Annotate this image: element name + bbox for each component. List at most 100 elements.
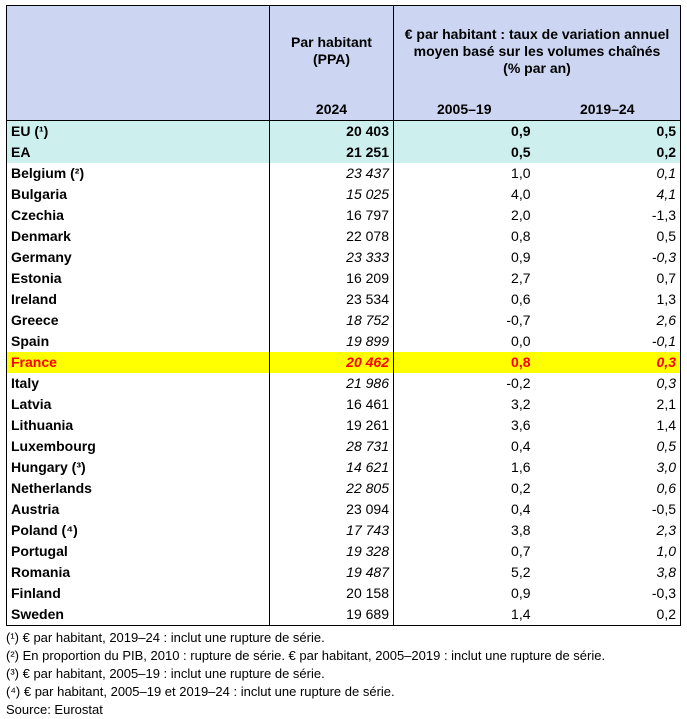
footnotes: (¹) € par habitant, 2019–24 : inclut une… xyxy=(6,629,680,719)
country-cell: Sweden xyxy=(6,604,270,626)
header-pps-title: Par habitant (PPA) xyxy=(269,5,394,98)
pps-2024-cell: 15 025 xyxy=(269,184,394,205)
country-cell: Netherlands xyxy=(6,478,270,499)
growth-2005-19-cell: 1,6 xyxy=(393,457,535,478)
growth-2005-19-cell: 0,8 xyxy=(393,226,535,247)
growth-2019-24-cell: 3,0 xyxy=(534,457,681,478)
growth-2005-19-cell: 4,0 xyxy=(393,184,535,205)
country-cell: Romania xyxy=(6,562,270,583)
country-cell: Spain xyxy=(6,331,270,352)
table-row: Netherlands 22 805 0,2 0,6 xyxy=(6,478,681,499)
growth-2005-19-cell: 1,4 xyxy=(393,604,535,626)
footnote-1: (¹) € par habitant, 2019–24 : inclut une… xyxy=(6,630,325,645)
table-row: Sweden 19 689 1,4 0,2 xyxy=(6,604,681,626)
table-row: Finland 20 158 0,9 -0,3 xyxy=(6,583,681,604)
growth-2019-24-cell: 2,3 xyxy=(534,520,681,541)
growth-2005-19-cell: 0,7 xyxy=(393,541,535,562)
table-container: Par habitant (PPA) € par habitant : taux… xyxy=(6,5,681,719)
growth-2005-19-cell: 0,6 xyxy=(393,289,535,310)
header-year-2024: 2024 xyxy=(269,98,394,121)
table-row: Czechia 16 797 2,0 -1,3 xyxy=(6,205,681,226)
growth-2019-24-cell: 0,2 xyxy=(534,142,681,163)
table-row: Luxembourg 28 731 0,4 0,5 xyxy=(6,436,681,457)
country-cell: France xyxy=(6,352,270,373)
pps-2024-cell: 19 261 xyxy=(269,415,394,436)
growth-2019-24-cell: -1,3 xyxy=(534,205,681,226)
table-body: EU (¹) 20 403 0,9 0,5 EA 21 251 0,5 0,2 Belgium … xyxy=(6,120,681,626)
table-row: Hungary (³) 14 621 1,6 3,0 xyxy=(6,457,681,478)
table-row: Latvia 16 461 3,2 2,1 xyxy=(6,394,681,415)
growth-2019-24-cell: 0,7 xyxy=(534,268,681,289)
country-cell: EU (¹) xyxy=(6,120,270,142)
country-cell: Italy xyxy=(6,373,270,394)
growth-2019-24-cell: -0,1 xyxy=(534,331,681,352)
table-row: Lithuania 19 261 3,6 1,4 xyxy=(6,415,681,436)
growth-title-text: € par habitant : taux de variation annue… xyxy=(404,25,670,76)
growth-2019-24-cell: 0,6 xyxy=(534,478,681,499)
pps-2024-cell: 21 986 xyxy=(269,373,394,394)
country-cell: Estonia xyxy=(6,268,270,289)
pps-2024-cell: 20 158 xyxy=(269,583,394,604)
pps-2024-cell: 23 333 xyxy=(269,247,394,268)
pps-2024-cell: 22 805 xyxy=(269,478,394,499)
pps-2024-cell: 16 209 xyxy=(269,268,394,289)
country-cell: Austria xyxy=(6,499,270,520)
growth-2005-19-cell: 1,0 xyxy=(393,163,535,184)
table-row: Estonia 16 209 2,7 0,7 xyxy=(6,268,681,289)
growth-2019-24-cell: 0,3 xyxy=(534,373,681,394)
pps-2024-cell: 19 487 xyxy=(269,562,394,583)
country-cell: EA xyxy=(6,142,270,163)
growth-2019-24-cell: 0,2 xyxy=(534,604,681,626)
pps-2024-cell: 18 752 xyxy=(269,310,394,331)
country-cell: Denmark xyxy=(6,226,270,247)
growth-2019-24-cell: 1,4 xyxy=(534,415,681,436)
country-cell: Lithuania xyxy=(6,415,270,436)
pps-2024-cell: 28 731 xyxy=(269,436,394,457)
growth-2019-24-cell: -0,3 xyxy=(534,583,681,604)
table-header: Par habitant (PPA) € par habitant : taux… xyxy=(6,5,681,121)
growth-2019-24-cell: 0,5 xyxy=(534,226,681,247)
growth-2005-19-cell: 2,7 xyxy=(393,268,535,289)
growth-2005-19-cell: 2,0 xyxy=(393,205,535,226)
growth-2019-24-cell: 2,1 xyxy=(534,394,681,415)
growth-2005-19-cell: -0,2 xyxy=(393,373,535,394)
footnote-2: (²) En proportion du PIB, 2010 : rupture… xyxy=(6,648,606,663)
table-row: Greece 18 752 -0,7 2,6 xyxy=(6,310,681,331)
country-cell: Finland xyxy=(6,583,270,604)
footnote-3: (³) € par habitant, 2005–19 : inclut une… xyxy=(6,666,325,681)
growth-2005-19-cell: 3,2 xyxy=(393,394,535,415)
growth-2019-24-cell: 1,0 xyxy=(534,541,681,562)
growth-2005-19-cell: 0,0 xyxy=(393,331,535,352)
growth-2005-19-cell: 0,9 xyxy=(393,583,535,604)
pps-2024-cell: 23 534 xyxy=(269,289,394,310)
growth-2019-24-cell: 3,8 xyxy=(534,562,681,583)
header-period-2019-24: 2019–24 xyxy=(534,98,681,121)
pps-2024-cell: 14 621 xyxy=(269,457,394,478)
pps-2024-cell: 19 689 xyxy=(269,604,394,626)
pps-2024-cell: 17 743 xyxy=(269,520,394,541)
table-row: France 20 462 0,8 0,3 xyxy=(6,352,681,373)
growth-2019-24-cell: 4,1 xyxy=(534,184,681,205)
pps-2024-cell: 21 251 xyxy=(269,142,394,163)
country-cell: Bulgaria xyxy=(6,184,270,205)
country-cell: Poland (⁴) xyxy=(6,520,270,541)
growth-2005-19-cell: 0,8 xyxy=(393,352,535,373)
growth-2019-24-cell: -0,3 xyxy=(534,247,681,268)
country-cell: Portugal xyxy=(6,541,270,562)
footnote-4: (⁴) € par habitant, 2005–19 et 2019–24 :… xyxy=(6,684,395,699)
pps-2024-cell: 20 403 xyxy=(269,120,394,142)
growth-2019-24-cell: 2,6 xyxy=(534,310,681,331)
growth-2005-19-cell: 3,6 xyxy=(393,415,535,436)
country-cell: Latvia xyxy=(6,394,270,415)
table-row: Germany 23 333 0,9 -0,3 xyxy=(6,247,681,268)
pps-title-text: Par habitant (PPA) xyxy=(291,34,372,67)
pps-2024-cell: 20 462 xyxy=(269,352,394,373)
growth-2019-24-cell: 0,1 xyxy=(534,163,681,184)
table-row: Romania 19 487 5,2 3,8 xyxy=(6,562,681,583)
pps-2024-cell: 16 461 xyxy=(269,394,394,415)
table-row: Portugal 19 328 0,7 1,0 xyxy=(6,541,681,562)
growth-2005-19-cell: 0,9 xyxy=(393,247,535,268)
growth-2005-19-cell: 5,2 xyxy=(393,562,535,583)
table-row: Ireland 23 534 0,6 1,3 xyxy=(6,289,681,310)
table-row: Belgium (²) 23 437 1,0 0,1 xyxy=(6,163,681,184)
